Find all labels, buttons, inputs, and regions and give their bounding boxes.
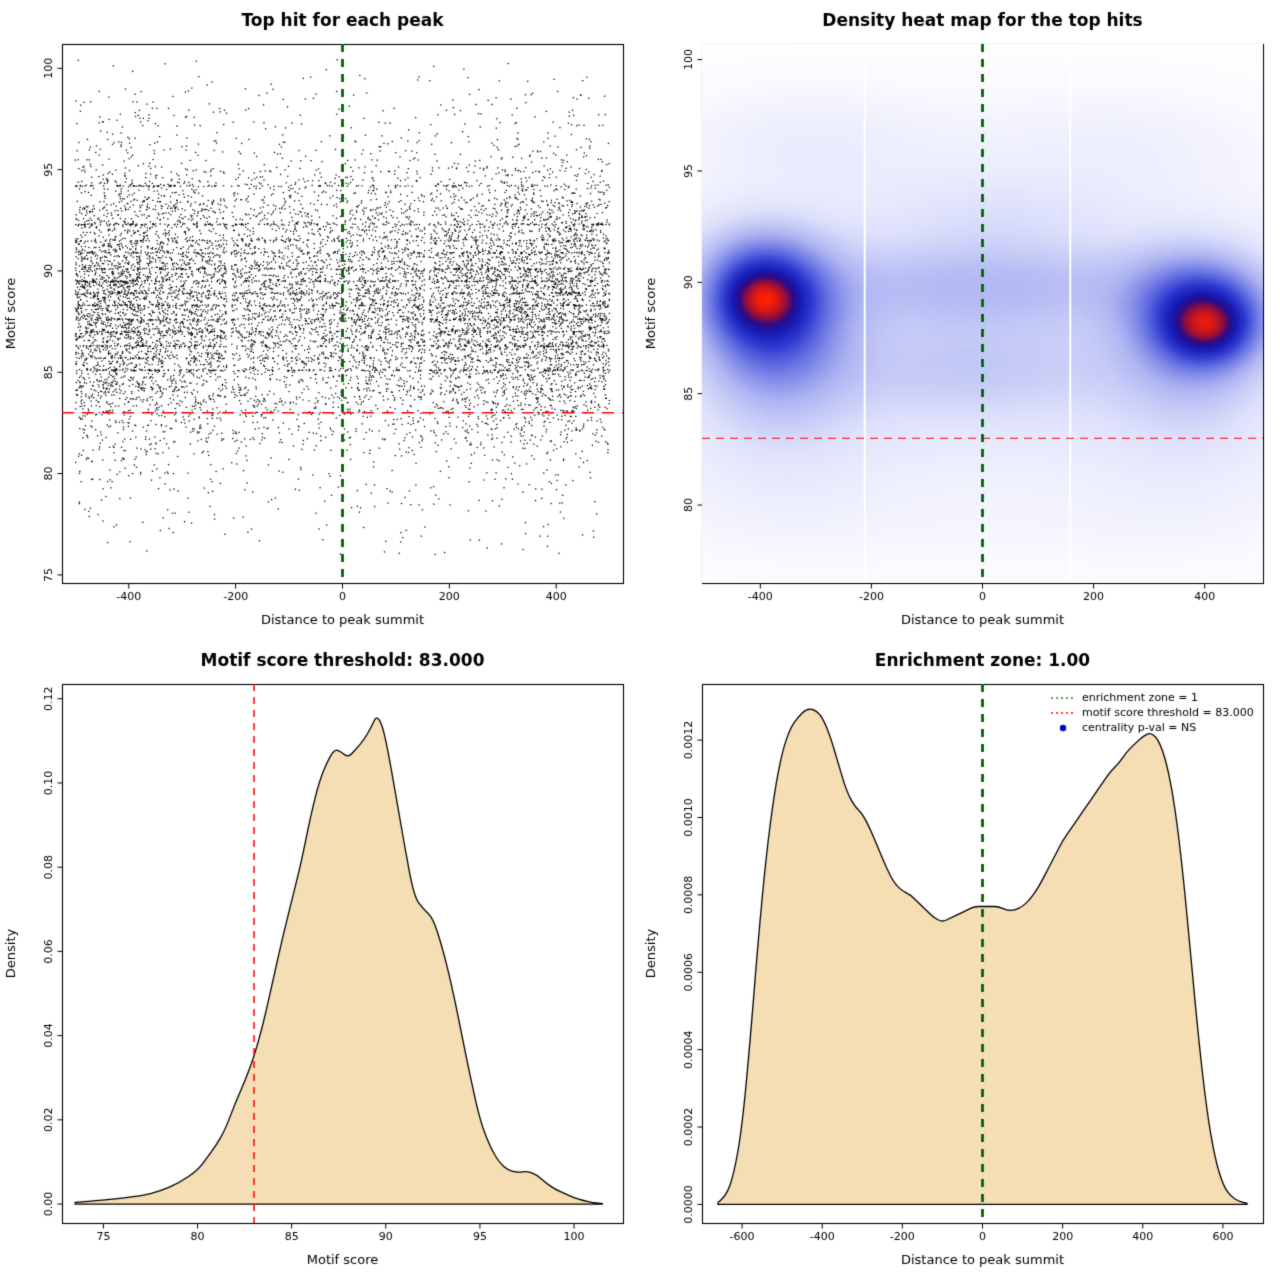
scatter-plot-canvas <box>0 0 640 640</box>
distance-density-plot-canvas <box>640 640 1280 1280</box>
panel-motif-score-density <box>0 640 640 1280</box>
heatmap-plot-canvas <box>640 0 1280 640</box>
panel-top-hit-scatter <box>0 0 640 640</box>
score-density-plot-canvas <box>0 640 640 1280</box>
panel-enrichment-zone-density <box>640 640 1280 1280</box>
panel-density-heatmap <box>640 0 1280 640</box>
